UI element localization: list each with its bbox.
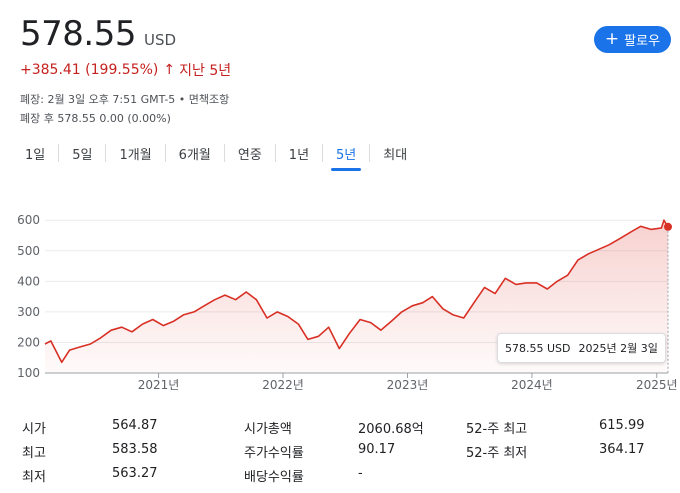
tab-ytd[interactable]: 연중 [237,147,262,163]
price-chart[interactable]: 100 200 300 400 500 600 2021년 2022년 2023년 2024년 20… [0,190,680,400]
stat-label: 주가수익률 [244,446,304,461]
stats-row: 시가 564.87 시가총액 2060.68억 52-주 최고 615.99 [20,418,672,442]
follow-button-label: 팔로우 [624,34,661,49]
stat-value: 564.87 [112,418,158,433]
y-tick-label: 600 [17,213,40,227]
stats-table: 시가 564.87 시가총액 2060.68억 52-주 최고 615.99 최… [20,418,672,490]
x-tick-label: 2021년 [138,378,180,392]
y-tick-label: 200 [17,335,40,349]
tab-divider [105,144,107,162]
range-tabs: 1일 5일 1개월 6개월 연중 1년 5년 최대 [12,140,420,171]
plus-icon: + [604,29,620,49]
price-line [44,219,669,364]
stat-value: - [358,466,363,481]
tab-max[interactable]: 최대 [383,147,408,163]
stat-value: 364.17 [599,442,645,457]
tab-divider [164,144,166,162]
chart-tooltip: 578.55 USD 2025년 2월 3일 [497,333,666,363]
change-period: 지난 5년 [179,63,232,79]
arrow-up-icon: ↑ [163,62,176,78]
stat-label: 52-주 최저 [466,446,528,461]
tab-1d[interactable]: 1일 [25,147,46,163]
tooltip-price: 578.55 USD [505,342,571,355]
stat-value: 90.17 [358,442,396,457]
stat-label: 52-주 최고 [466,422,528,437]
quote-header: 578.55 USD [20,14,176,54]
tab-5d[interactable]: 5일 [72,147,93,163]
stat-value: 563.27 [112,466,158,481]
last-price-point [664,222,672,231]
x-tick-label: 2025년 [636,378,678,392]
stat-value: 615.99 [599,418,645,433]
stat-value: 583.58 [112,442,158,457]
x-tick-label: 2024년 [511,378,553,392]
tooltip-date: 2025년 2월 3일 [578,342,658,355]
y-tick-label: 300 [17,305,40,319]
stat-label: 시가총액 [244,422,292,437]
stats-row: 최고 583.58 주가수익률 90.17 52-주 최저 364.17 [20,442,672,466]
market-status: 폐장: 2월 3일 오후 7:51 GMT-5 • 면책조항 [20,93,230,106]
stat-value: 2060.68억 [358,422,424,437]
tab-divider [369,144,371,162]
stat-label: 시가 [22,422,46,437]
y-tick-label: 100 [17,366,40,380]
tab-divider [274,144,276,162]
tab-divider [322,144,324,162]
y-tick-label: 500 [17,244,40,258]
x-tick-label: 2022년 [262,378,304,392]
stat-label: 최고 [22,446,46,461]
tab-divider [58,144,60,162]
stat-label: 최저 [22,470,46,485]
current-price: 578.55 [20,14,136,54]
currency-label: USD [143,31,177,49]
y-tick-label: 400 [17,274,40,288]
tab-divider [223,144,225,162]
tab-1y[interactable]: 1년 [288,147,310,163]
after-hours: 폐장 후 578.55 0.00 (0.00%) [20,112,171,125]
tab-5y[interactable]: 5년 [323,144,369,171]
tab-6m[interactable]: 6개월 [178,147,211,163]
follow-button[interactable]: + 팔로우 [594,26,671,53]
change-value: +385.41 (199.55%) [20,62,159,78]
price-change: +385.41 (199.55%) ↑ 지난 5년 [20,60,231,80]
tab-1m[interactable]: 1개월 [119,147,152,163]
x-tick-label: 2023년 [387,378,429,392]
stats-row: 최저 563.27 배당수익률 - [20,466,672,490]
stat-label: 배당수익률 [244,470,304,485]
